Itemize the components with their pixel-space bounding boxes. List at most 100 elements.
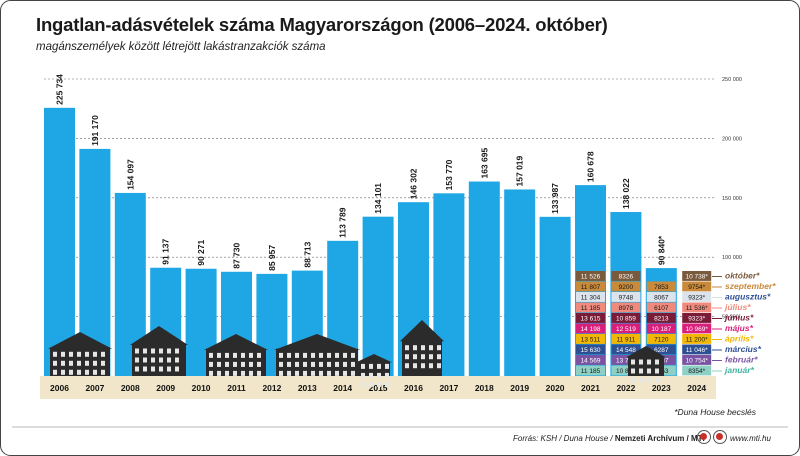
month-label-2023-március: 6287 <box>654 347 669 354</box>
house-2013-icon-window <box>311 370 315 376</box>
house-2009-icon-window <box>159 357 163 363</box>
house-2009-icon-window <box>167 357 171 363</box>
month-label-2024-szeptember: 9754* <box>688 284 705 291</box>
house-2009-icon <box>130 326 188 376</box>
month-segment-2021-október <box>576 271 605 281</box>
house-2011-icon <box>204 334 268 376</box>
source-archive: Nemzeti Archívum / MTI <box>614 434 705 443</box>
x-tick-2020: 2020 <box>546 383 565 393</box>
house-2013-icon-window <box>303 361 307 367</box>
house-2009-icon-window <box>135 357 139 363</box>
value-label-2008: 154 097 <box>125 159 135 190</box>
house-2016-icon-window <box>429 363 433 369</box>
month-label-2023-május: 10 187 <box>651 326 671 333</box>
x-tick-2006: 2006 <box>50 383 69 393</box>
house-garage-icon-window <box>369 363 373 369</box>
bar-2015 <box>362 216 394 376</box>
house-2006-icon <box>48 332 112 376</box>
legend-június: június* <box>724 313 754 323</box>
house-2016-icon-window <box>413 363 417 369</box>
house-2013-icon-window <box>327 361 331 367</box>
house-2023-icon-roof <box>626 346 666 358</box>
house-2009-icon-window <box>167 348 171 354</box>
month-label-2021-január: 11 185 <box>581 368 601 375</box>
house-2023-icon-window <box>647 359 651 365</box>
house-2013-icon-window <box>319 352 323 358</box>
month-segment-2023-szeptember <box>646 281 676 292</box>
house-garage-icon-window <box>361 363 365 369</box>
house-2013-icon-window <box>343 352 347 358</box>
value-label-2009: 91 137 <box>161 238 171 264</box>
house-garage-icon-window <box>385 372 389 378</box>
house-2011-icon-window <box>225 361 229 367</box>
legend-február: február* <box>725 355 758 365</box>
house-2023-icon-window <box>655 359 659 365</box>
month-label-2021-április: 13 511 <box>581 337 601 344</box>
month-segment-2021-március <box>576 344 605 355</box>
value-label-2014: 113 789 <box>338 207 348 238</box>
month-label-2021-augusztus: 11 304 <box>581 295 601 302</box>
house-2009-icon-roof <box>130 326 188 345</box>
value-label-2012: 85 957 <box>267 245 277 271</box>
month-label-2023-szeptember: 7853 <box>654 284 669 291</box>
legend-július: július* <box>724 302 751 312</box>
x-tick-2016: 2016 <box>404 383 423 393</box>
house-2006-icon-window <box>85 360 89 366</box>
x-tick-2019: 2019 <box>510 383 529 393</box>
month-label-2023-augusztus: 8067 <box>654 295 669 302</box>
house-2006-icon-window <box>93 351 97 357</box>
house-2023-icon-window <box>631 368 635 374</box>
house-garage-icon-window <box>369 381 373 387</box>
house-2016-icon-window <box>437 354 441 360</box>
source-credit: Forrás: KSH / Duna House / Nemzeti Archí… <box>513 434 705 443</box>
month-label-2022-június: 10 859 <box>616 316 636 323</box>
house-2013-icon-window <box>319 370 323 376</box>
house-2009-icon-window <box>159 348 163 354</box>
house-2016-icon-window <box>413 354 417 360</box>
house-2011-icon-window <box>241 370 245 376</box>
house-2013-icon-window <box>279 370 283 376</box>
month-label-2021-március: 15 630 <box>581 347 601 354</box>
month-segment-2022-június <box>611 313 641 323</box>
month-segment-2023-július <box>646 302 676 313</box>
house-2016-icon-window <box>437 345 441 351</box>
value-label-2020: 133 987 <box>550 183 560 214</box>
house-2006-icon-window <box>61 351 65 357</box>
house-2016-icon-window <box>421 363 425 369</box>
month-label-2024-július: 11 536* <box>686 305 708 312</box>
month-segment-2022-október <box>611 271 641 281</box>
house-garage-icon-window <box>385 363 389 369</box>
month-label-2022-szeptember: 9200 <box>619 284 634 291</box>
month-segment-2021-április <box>576 334 605 344</box>
house-2016-icon-window <box>437 363 441 369</box>
value-label-2019: 157 019 <box>515 155 525 186</box>
house-2006-icon-window <box>77 369 81 375</box>
x-tick-2007: 2007 <box>85 383 104 393</box>
house-garage-icon-window <box>377 372 381 378</box>
website-link[interactable]: www.mti.hu <box>730 434 771 443</box>
value-label-2006: 225 734 <box>55 74 65 105</box>
house-2011-icon-window <box>257 370 261 376</box>
x-tick-2014: 2014 <box>333 383 352 393</box>
month-segment-2022-február <box>611 355 641 365</box>
house-2013-icon-window <box>303 352 307 358</box>
house-2011-icon-window <box>233 370 237 376</box>
month-label-2024-március: 11 046* <box>686 347 708 354</box>
house-2016-icon <box>400 320 444 376</box>
house-2006-icon-window <box>69 360 73 366</box>
house-2013-icon-window <box>335 370 339 376</box>
bar-2018 <box>468 181 500 376</box>
house-garage-icon-roof <box>356 354 392 363</box>
house-garage-icon-body <box>358 361 390 376</box>
month-label-2024-április: 11 200* <box>686 337 708 344</box>
house-2013-icon-window <box>327 352 331 358</box>
house-2006-icon-window <box>53 351 57 357</box>
month-label-2023-április: 7120 <box>654 337 669 344</box>
mti-logo-icon <box>713 430 727 444</box>
legend-április: április* <box>725 334 754 344</box>
month-label-2024-január: 8354* <box>688 368 705 375</box>
x-tick-2012: 2012 <box>262 383 281 393</box>
house-2006-icon-window <box>77 360 81 366</box>
month-segment-2024-október <box>682 271 712 281</box>
house-2013-icon-window <box>311 361 315 367</box>
